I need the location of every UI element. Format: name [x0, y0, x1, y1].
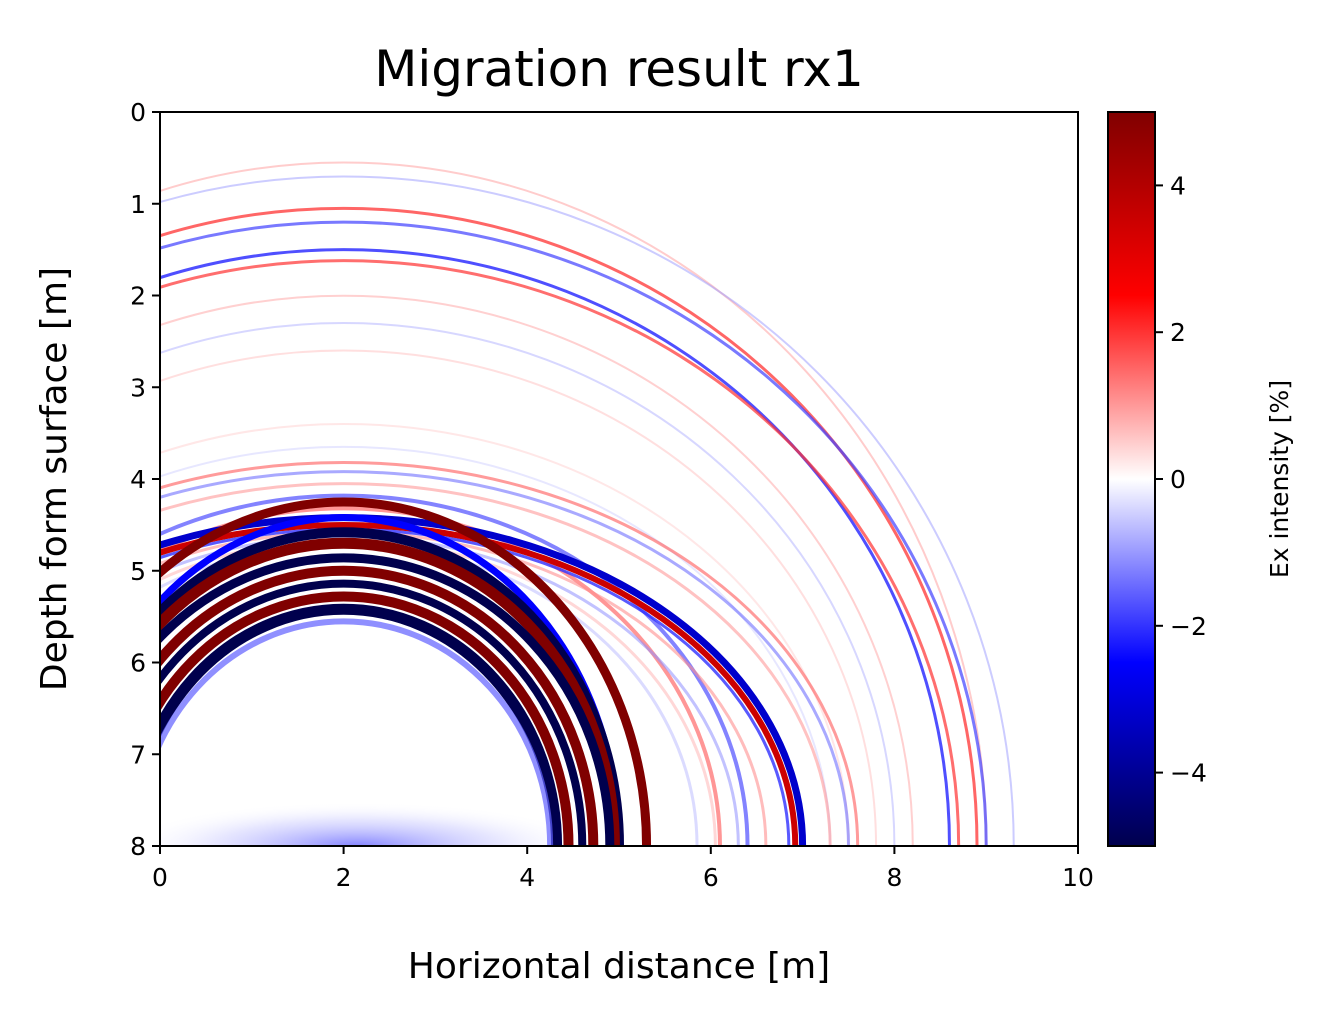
y-tick-label: 5 — [130, 557, 146, 586]
x-tick-label: 2 — [336, 863, 352, 892]
y-tick-label: 1 — [130, 190, 146, 219]
wavefront-arc-faint — [160, 206, 979, 846]
reflection-band — [160, 565, 599, 846]
colorbar-gradient — [1107, 111, 1156, 847]
y-tick-label: 7 — [130, 740, 146, 769]
wavefront-arc-faint — [160, 161, 988, 846]
wavefront-arc-faint — [160, 423, 850, 846]
y-tick-label: 6 — [130, 649, 146, 678]
x-tick-label: 8 — [886, 863, 902, 892]
x-tick-label: 0 — [152, 863, 168, 892]
y-tick-label: 8 — [130, 832, 146, 861]
colorbar-tick-label: 4 — [1170, 171, 1186, 200]
colorbar-tick-label: 0 — [1170, 465, 1186, 494]
reflection-band — [160, 553, 615, 846]
heatmap-image — [160, 161, 1015, 846]
y-axis-label: Depth form surface [m] — [34, 267, 75, 691]
y-tick-label: 0 — [130, 98, 146, 127]
reflection-band — [160, 527, 624, 846]
reflection-band — [160, 537, 620, 846]
wavefront-arc-faint — [160, 248, 951, 846]
reflection-band — [160, 579, 587, 846]
x-axis: 0 2 4 6 8 10 — [152, 846, 1094, 892]
wavefront-arc-faint — [160, 259, 961, 846]
y-tick-label: 4 — [130, 465, 146, 494]
reflection-band — [160, 497, 652, 846]
y-tick-label: 3 — [130, 373, 146, 402]
colorbar-label: Ex intensity [%] — [1265, 380, 1294, 578]
wavefront-arc-faint — [160, 460, 860, 846]
colorbar-tick-label: 2 — [1170, 318, 1186, 347]
colorbar: 4 2 0 −2 −4 Ex intensity [%] — [1107, 111, 1294, 847]
x-tick-label: 6 — [703, 863, 719, 892]
wavefront-arc-faint — [160, 220, 988, 846]
wavefront-arc-faint — [160, 482, 832, 846]
y-axis: 0 1 2 3 4 5 6 7 8 — [130, 98, 160, 861]
x-tick-label: 10 — [1062, 863, 1094, 892]
x-axis-label: Horizontal distance [m] — [408, 946, 830, 987]
colorbar-tick-label: −2 — [1170, 612, 1207, 641]
wavefront-arc — [160, 521, 799, 846]
x-tick-label: 4 — [519, 863, 535, 892]
bottom-glow — [160, 772, 555, 846]
wavefront-arc-faint — [160, 175, 1015, 846]
wavefront-arc-faint — [160, 349, 878, 846]
wavefront-arc-faint — [160, 470, 850, 846]
y-tick-label: 2 — [130, 282, 146, 311]
reflection-band — [160, 618, 554, 846]
wavefront-arc-faint — [160, 294, 914, 846]
reflection-band — [160, 591, 574, 846]
reflection-band — [160, 603, 563, 846]
wavefront-arc-faint — [160, 445, 832, 846]
wavefront-arc-faint — [160, 322, 896, 846]
wavefront-arc — [160, 493, 750, 846]
colorbar-tick-label: −4 — [1170, 759, 1207, 788]
wavefront-arc — [160, 506, 722, 846]
chart-title: Migration result rx1 — [374, 40, 864, 98]
colorbar-ticks: 4 2 0 −2 −4 — [1155, 171, 1207, 788]
plot-area — [159, 111, 1079, 847]
